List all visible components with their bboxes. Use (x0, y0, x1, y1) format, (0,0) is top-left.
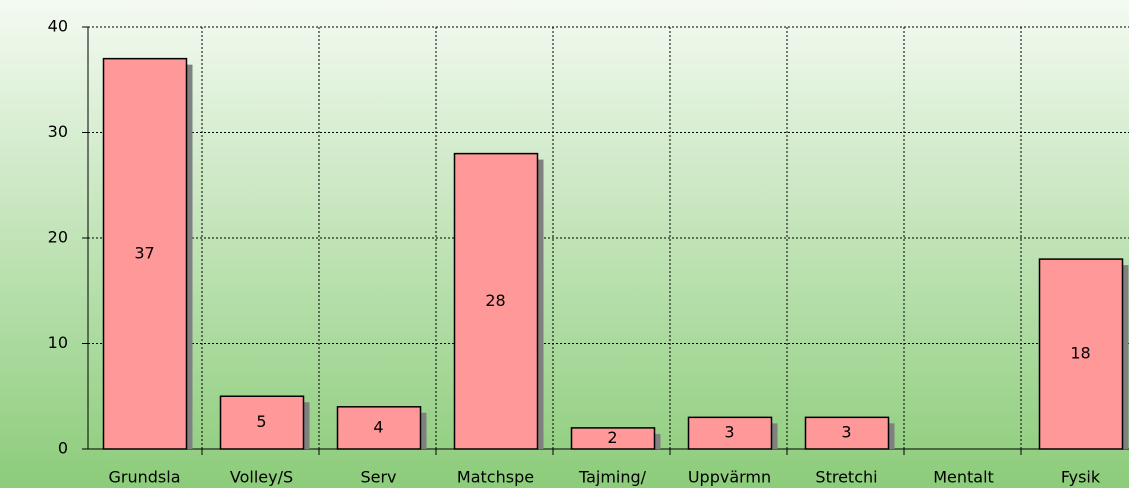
x-tick-label: Matchspe (457, 468, 534, 487)
bar (1038, 258, 1124, 450)
y-tick-label: 10 (48, 333, 68, 352)
bar (453, 152, 539, 450)
bar (687, 416, 773, 450)
x-tick-label: Fysik (1061, 468, 1101, 487)
bar (570, 427, 656, 450)
y-tick-label: 20 (48, 228, 68, 247)
data-label: 28 (485, 291, 505, 310)
x-tick-label: Volley/S (230, 468, 293, 487)
data-label: 3 (724, 423, 734, 442)
data-label: 2 (607, 428, 617, 447)
x-tick-label: Serv (360, 468, 396, 487)
bar (102, 57, 188, 450)
bar (804, 416, 890, 450)
data-label: 5 (256, 412, 266, 431)
x-tick-label: Tajming/ (578, 468, 647, 487)
y-tick-label: 40 (48, 17, 68, 36)
data-label: 3 (841, 423, 851, 442)
bar (219, 395, 305, 450)
y-tick-label: 0 (58, 439, 68, 458)
x-tick-label: Mentalt (933, 468, 994, 487)
x-tick-label: Stretchi (815, 468, 877, 487)
y-tick-label: 30 (48, 122, 68, 141)
x-tick-label: Grundsla (109, 468, 181, 487)
bar (336, 406, 422, 450)
data-label: 4 (373, 417, 383, 436)
x-tick-label: Uppvärmn (688, 468, 771, 487)
data-label: 37 (134, 243, 154, 262)
data-label: 18 (1070, 344, 1090, 363)
